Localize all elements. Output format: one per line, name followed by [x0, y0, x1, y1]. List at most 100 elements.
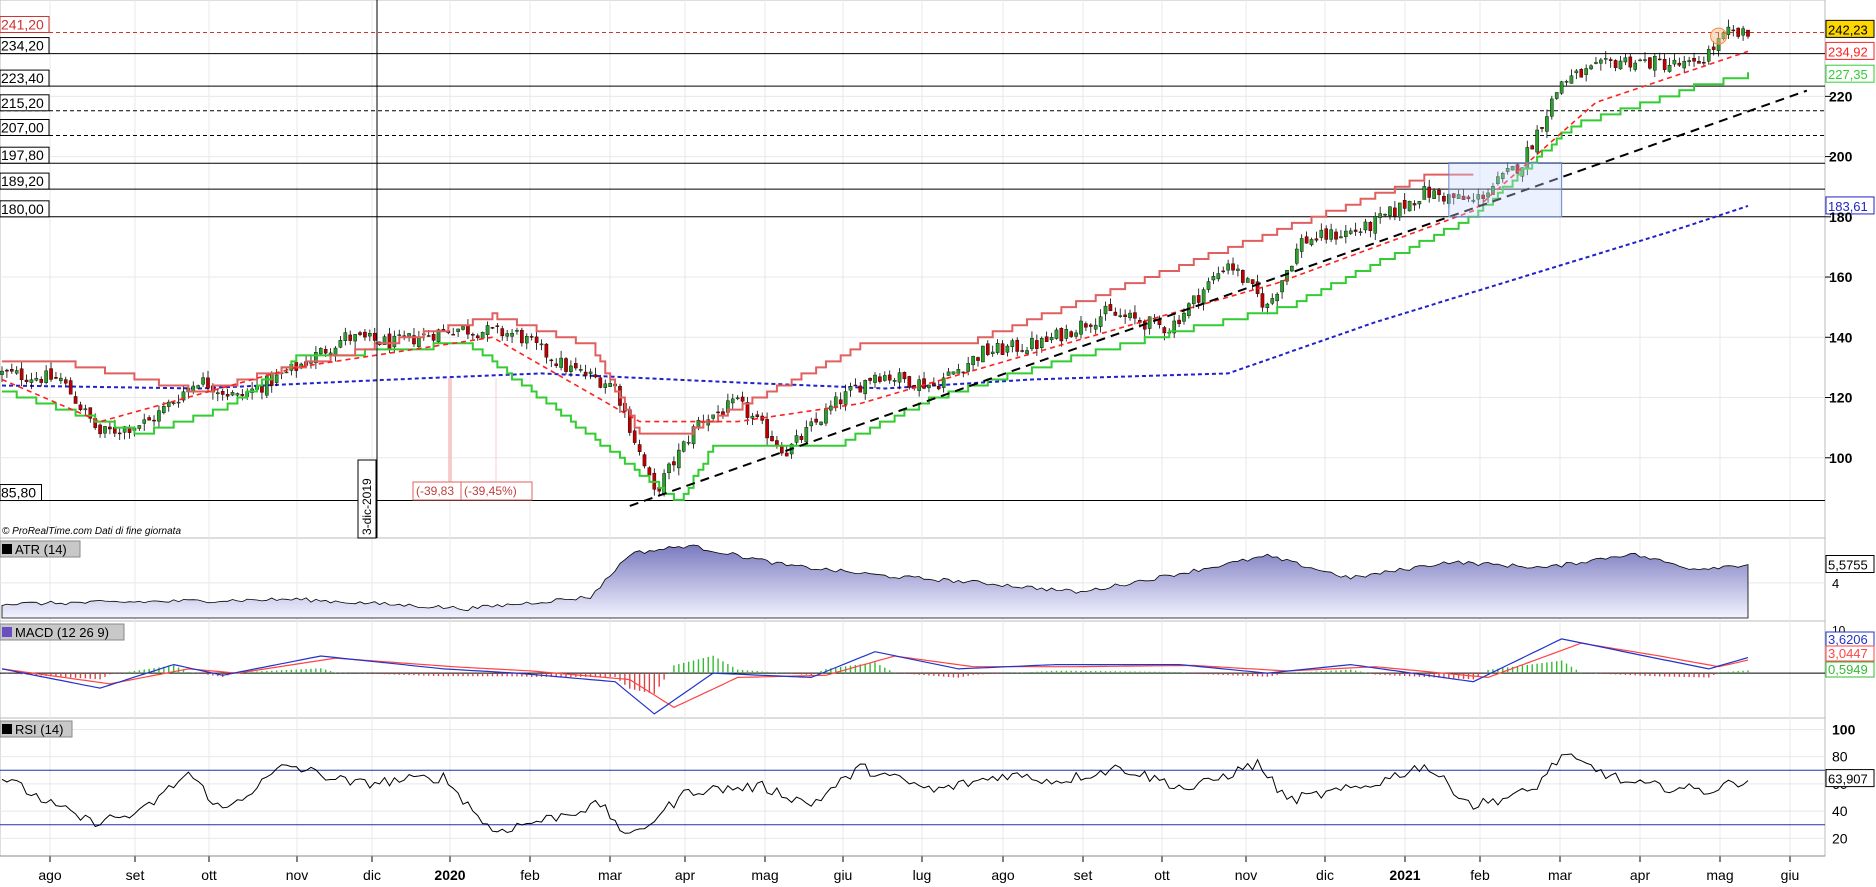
- watermark: © ProRealTime.com Dati di fine giornata: [2, 526, 181, 537]
- candle-body: [1128, 312, 1132, 319]
- candle-body: [632, 430, 637, 443]
- candle-body: [1554, 92, 1559, 99]
- last-price-tag: 234,92: [1828, 44, 1868, 59]
- candle-body: [883, 375, 887, 381]
- candle-body: [1530, 145, 1535, 150]
- candle-body: [1412, 203, 1417, 206]
- candle-body: [858, 385, 863, 393]
- candle-body: [799, 435, 804, 440]
- candle-body: [137, 425, 142, 429]
- candle-body: [426, 335, 431, 337]
- candle-body: [1329, 229, 1333, 240]
- time-axis-label: ott: [1154, 867, 1170, 883]
- level-label: 223,40: [1, 70, 44, 86]
- last-price-tag: 227,35: [1828, 67, 1868, 82]
- candle-body: [88, 407, 93, 419]
- candle-body: [1260, 293, 1265, 308]
- candle-body: [83, 408, 88, 411]
- candle-body: [10, 369, 14, 372]
- candle-body: [260, 386, 264, 393]
- candle-body: [897, 372, 902, 383]
- candle-body: [127, 427, 132, 433]
- candle-body: [1515, 164, 1520, 174]
- candle-body: [946, 371, 951, 376]
- candle-body: [318, 348, 323, 355]
- candle-body: [667, 463, 671, 474]
- candle-body: [878, 376, 882, 382]
- annotation-box-right: [460, 481, 533, 501]
- candle-body: [843, 391, 848, 405]
- candle-body: [475, 335, 480, 339]
- candle-body: [524, 336, 529, 344]
- macd-last-value: 3,6206: [1828, 632, 1868, 647]
- candle-body: [54, 377, 58, 379]
- candle-body: [1589, 65, 1593, 70]
- time-axis-label: mar: [1548, 867, 1572, 883]
- time-axis-label: mar: [598, 867, 622, 883]
- macd-last-value-box: [1825, 645, 1875, 662]
- candle-body: [1079, 320, 1083, 335]
- candle-body: [98, 424, 102, 435]
- candle-body: [1486, 192, 1490, 198]
- candle-body: [451, 333, 456, 336]
- candle-body: [1427, 186, 1432, 198]
- candle-body: [1599, 59, 1603, 64]
- candle-body: [14, 370, 19, 374]
- level-label: 241,20: [1, 16, 44, 32]
- time-axis-label: ott: [201, 867, 217, 883]
- candle-body: [1456, 194, 1461, 199]
- candle-body: [1348, 230, 1353, 234]
- candle-body: [68, 380, 73, 395]
- candle-body: [1015, 339, 1020, 352]
- candle-body: [1432, 190, 1436, 199]
- time-axis-label: ago: [991, 867, 1015, 883]
- price-tick-label: 140: [1829, 329, 1853, 345]
- candle-body: [122, 426, 127, 433]
- atr-title: ATR (14): [15, 542, 67, 557]
- candle-body: [907, 376, 912, 388]
- macd-title: MACD (12 26 9): [15, 625, 109, 640]
- price-tick-label: 180: [1829, 209, 1853, 225]
- candle-body: [642, 454, 647, 467]
- candle-body: [1353, 229, 1358, 232]
- level-label: 215,20: [1, 95, 44, 111]
- candle-body: [784, 452, 789, 457]
- time-axis-label: set: [126, 867, 145, 883]
- level-label-box: [0, 69, 50, 87]
- candle-body: [1108, 304, 1113, 311]
- candle-body: [1422, 186, 1427, 200]
- candle-body: [157, 410, 161, 422]
- candle-body: [1088, 324, 1093, 327]
- candle-body: [1545, 116, 1549, 132]
- candle-body: [1162, 327, 1167, 334]
- candle-body: [412, 335, 416, 345]
- candle-body: [819, 421, 823, 425]
- price-series: [0, 19, 1808, 507]
- candle-body: [559, 357, 563, 368]
- candle-body: [829, 405, 833, 411]
- candle-body: [608, 382, 612, 387]
- candle-body: [59, 377, 63, 382]
- candle-body: [24, 379, 29, 382]
- candle-body: [971, 356, 975, 366]
- candle-body: [1344, 230, 1348, 238]
- candle-body: [338, 340, 343, 348]
- candle-body: [456, 328, 460, 332]
- time-axis-label: mag: [1706, 867, 1733, 883]
- level-label-box: [0, 37, 50, 55]
- candle-body: [461, 326, 465, 330]
- time-axis-label: nov: [1235, 867, 1258, 883]
- candle-body: [534, 336, 539, 343]
- candle-body: [1294, 248, 1299, 264]
- candle-body: [549, 359, 554, 362]
- time-axis-label: apr: [675, 867, 696, 883]
- candle-body: [1736, 27, 1740, 37]
- candle-body: [1236, 268, 1240, 271]
- candle-body: [1241, 270, 1245, 283]
- candle-body: [1069, 331, 1073, 337]
- time-axis-label: 2020: [434, 867, 465, 883]
- candle-body: [1702, 62, 1706, 64]
- candle-body: [235, 393, 240, 396]
- candle-body: [1265, 303, 1270, 309]
- time-axis-label: giu: [1781, 867, 1800, 883]
